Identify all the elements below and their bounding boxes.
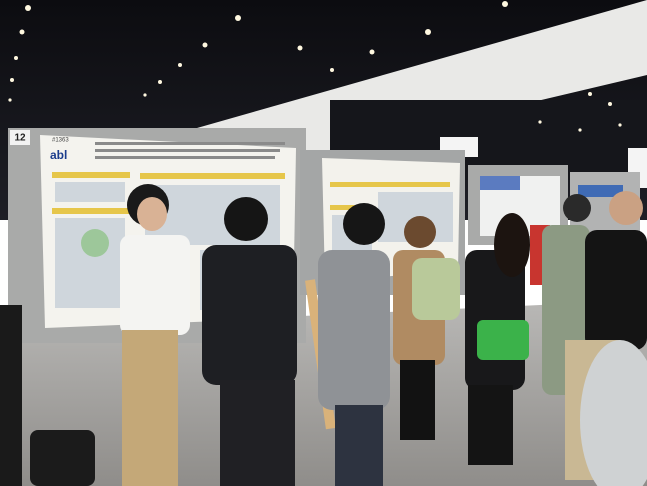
number-card (10, 130, 30, 145)
poster-logo: abl (50, 148, 67, 162)
poster-header (480, 176, 520, 190)
poster-id: #1363 (52, 138, 69, 144)
ceiling-lights (8, 1, 622, 132)
people (0, 184, 647, 486)
poster-headers (330, 182, 450, 210)
board-number: 12 (14, 133, 26, 144)
wall-band (190, 0, 647, 150)
poster-headers (52, 172, 285, 214)
poster-diagram (81, 229, 109, 257)
poster-title-lines (95, 142, 285, 159)
poster-header (578, 185, 623, 197)
